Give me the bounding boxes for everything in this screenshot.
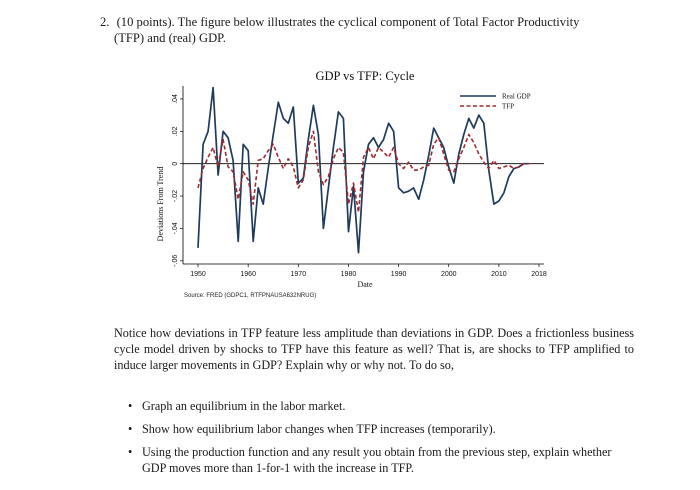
bullet-icon: • [128,422,133,436]
question-line-1: The figure below illustrates the cyclica… [177,15,580,29]
task-item: • Graph an equilibrium in the labor mark… [128,398,628,414]
y-tick-label: .02 [172,126,179,136]
question-number: 2. [100,15,110,29]
legend-label-tfp: TFP [502,103,514,111]
x-tick-label: 2000 [441,271,457,278]
y-tick-label: -.02 [172,190,179,202]
y-tick-label: -.04 [172,222,179,234]
x-tick-label: 2010 [491,271,507,278]
chart-axes: 1950 1960 1970 1980 1990 2000 2010 2018 -.06 -.04… [172,86,547,278]
y-tick-label: 0 [172,162,179,166]
chart-source-note: Source: FRED (GDPC1, RTFPNAUSA632NRUG) [184,293,316,299]
series-line-real-gdp [197,86,529,254]
x-tick-label: 1970 [291,271,307,278]
x-tick-label: 1980 [341,271,357,278]
question-header: 2. (10 points). The figure below illustr… [100,14,640,46]
task-list: • Graph an equilibrium in the labor mark… [128,398,628,483]
bullet-icon: • [128,399,133,413]
y-tick-label: -.06 [172,255,179,267]
x-tick-label: 1990 [391,271,407,278]
series-line-tfp [197,130,529,213]
task-item: • Using the production function and any … [128,444,628,476]
chart-title: GDP vs TFP: Cycle [316,69,415,83]
x-tick-label: 2018 [531,271,547,278]
chart-series [197,86,529,254]
x-tick-label: 1960 [240,271,256,278]
bullet-icon: • [128,445,133,459]
y-axis-label: Deviations From Trend [156,167,165,242]
legend-label-real-gdp: Real GDP [502,93,531,101]
task-item: • Show how equilibrium labor changes whe… [128,421,628,437]
question-points: (10 points). [116,15,175,29]
question-paragraph: Notice how deviations in TFP feature les… [114,326,634,372]
task-text: Show how equilibrium labor changes when … [142,422,496,436]
chart-legend: Real GDP TFP [460,93,531,111]
y-tick-label: .04 [172,94,179,104]
task-text: Using the production function and any re… [142,445,612,475]
task-text: Graph an equilibrium in the labor market… [142,399,346,413]
x-axis-label: Date [357,280,373,289]
question-line-2: (TFP) and (real) GDP. [114,31,226,45]
x-tick-label: 1950 [190,271,206,278]
